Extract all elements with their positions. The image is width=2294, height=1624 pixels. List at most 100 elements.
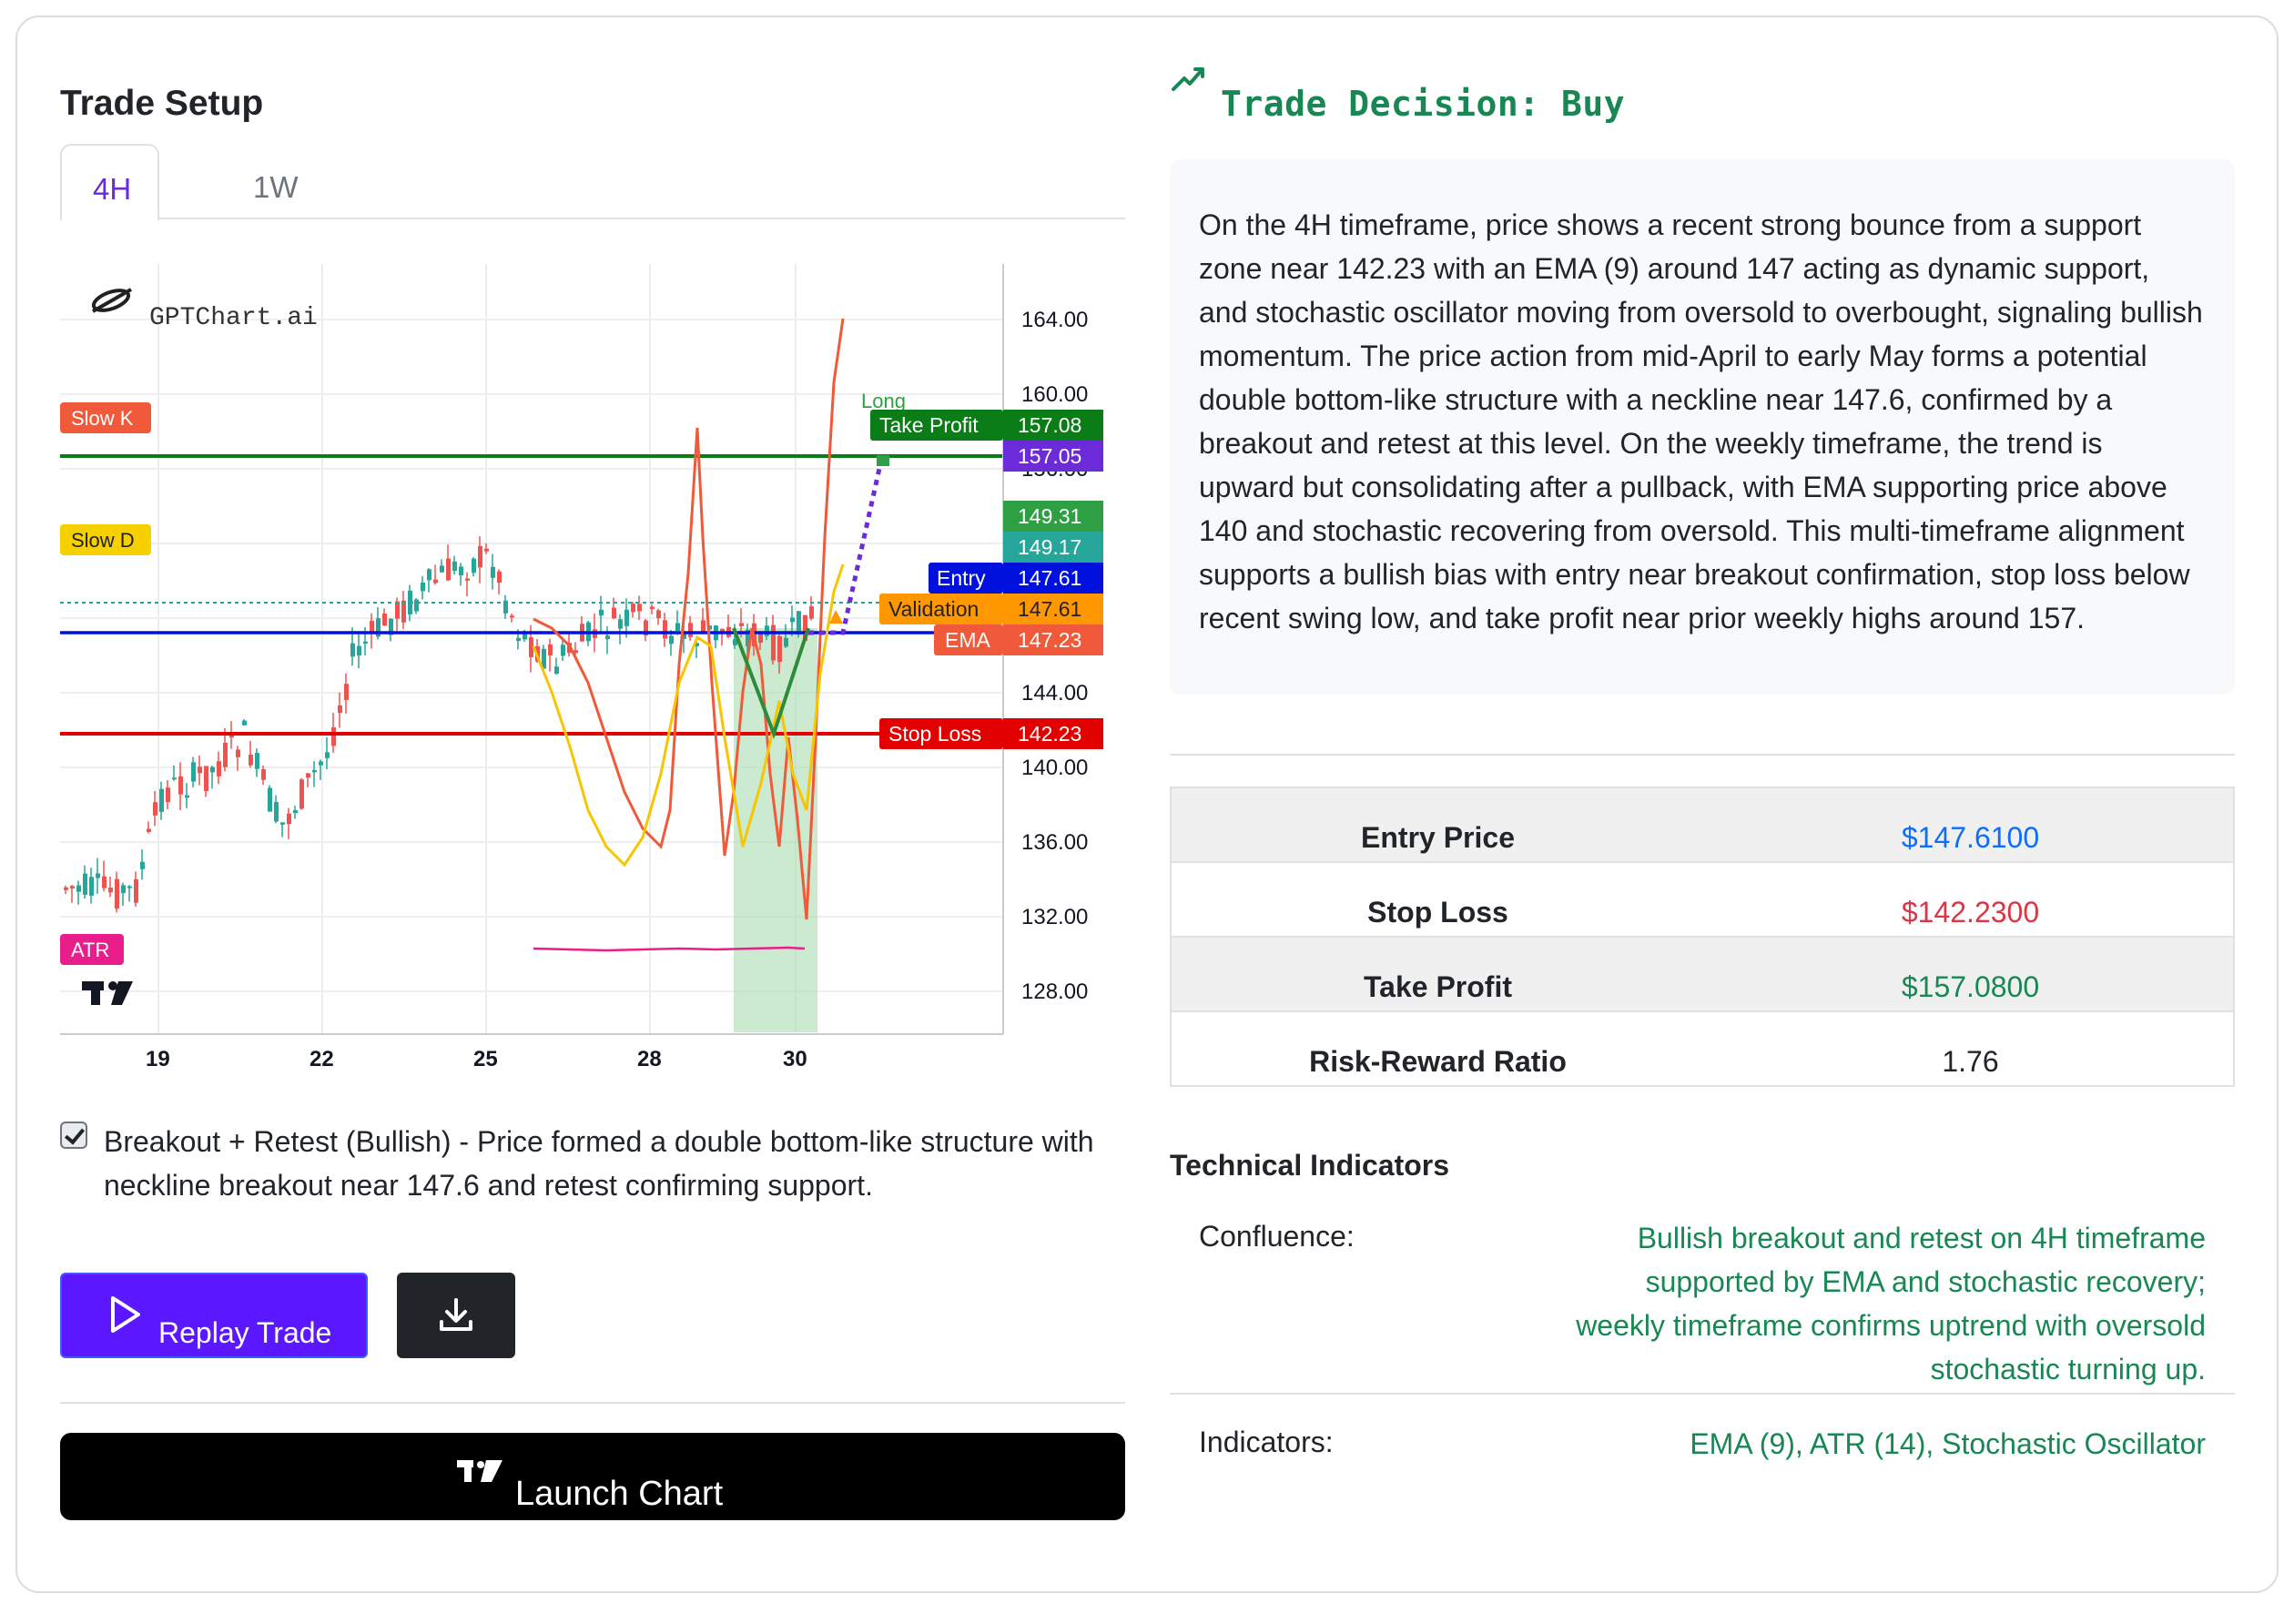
launch-chart-button[interactable]: Launch Chart [60,1433,1125,1520]
tab-4h[interactable]: 4H [60,144,159,221]
long-label: Long [861,390,906,412]
candle-body [758,632,763,644]
indicators-value: EMA (9), ATR (14), Stochastic Oscillator [1690,1427,2206,1460]
ema-price-tag [1003,624,1103,655]
candle-body [574,650,578,654]
take-profit-price-tag [1003,410,1103,441]
candle-body [516,637,521,642]
atr-line [533,946,806,952]
candle-body [401,600,406,623]
candle-body [89,877,94,896]
candle-body [121,885,126,894]
trade-decision: Trade Decision: Buy [1170,64,2235,127]
confluence-label: Confluence: [1199,1220,1355,1253]
candle-body [261,769,266,780]
download-button[interactable] [397,1273,515,1358]
candle-body [478,545,482,568]
candle-body [185,795,189,798]
right-divider [1170,754,2235,756]
candle-body [427,569,431,581]
take-profit-tag-label: Take Profit [879,413,979,437]
entry-price-value: $147.6100 [1901,821,2040,854]
candle-body [618,619,623,629]
close-price-tag [1003,532,1103,563]
candle-body [459,566,463,576]
candle-body [210,766,215,773]
trending-up-icon [1172,67,1204,91]
candle-body [299,779,304,809]
candle-body [637,604,642,612]
candle-body [675,623,680,631]
metric-row-risk-reward: Risk-Reward Ratio 1.76 [1172,1012,2233,1087]
take-profit-price: 157.08 [1018,413,1081,437]
candle-body [669,635,674,645]
tab-1w[interactable]: 1W [253,170,299,204]
candle-body [656,610,661,619]
atr-label: ATR [71,939,109,961]
candle-body [191,762,196,782]
atr-badge [60,934,124,965]
candle-body [83,873,87,895]
candle-body [777,635,782,663]
gptchart-logo-icon [91,288,132,313]
stop-loss-price-tag [1003,718,1103,749]
candle-body [350,643,355,657]
candle-body [312,769,317,773]
target-price: 157.05 [1018,444,1081,468]
candle-body [631,604,635,613]
candle-body [274,801,279,822]
candle-body [803,614,807,641]
candle-body [644,620,648,636]
slow-d-badge [60,524,151,555]
validation-price: 147.61 [1018,597,1081,621]
stop-loss-value: $142.2300 [1901,896,2040,929]
candle-body [382,614,387,626]
x-tick: 30 [783,1047,807,1071]
validation-tag [879,594,1003,624]
slow-k-label: Slow K [71,407,134,430]
risk-reward-value: 1.76 [1942,1045,1999,1078]
candle-body [612,607,616,619]
take-profit-tag [870,410,1003,441]
replay-trade-button[interactable]: Replay Trade [60,1273,368,1358]
slow-k-line [533,318,845,920]
candle-body [306,773,310,778]
candle-body [325,752,330,758]
x-tick: 25 [473,1047,498,1071]
candle-body [70,886,75,888]
candle-body [172,777,177,780]
candle-body [682,632,686,639]
confluence-row: Confluence: Bullish breakout and retest … [1170,1220,2235,1385]
candle-body [797,611,801,635]
candle-body [605,635,610,640]
price-chart[interactable]: 164.00 160.00 156.00 144.00 140.00 136.0… [60,264,1107,1083]
candle-body [624,609,629,626]
slow-d-line [532,563,845,868]
indicators-label: Indicators: [1199,1426,1334,1458]
y-tick: 128.00 [1021,979,1088,1004]
candle-body [389,618,393,635]
metrics-table: Entry Price $147.6100 Stop Loss $142.230… [1170,787,2235,1087]
candle-body [255,753,259,769]
y-tick: 160.00 [1021,382,1088,407]
watermark-text: GPTChart.ai [149,304,318,332]
candle-body [688,623,693,637]
close-price: 149.17 [1018,535,1081,559]
candle-body [395,601,400,619]
tradingview-logo-icon [82,981,133,1005]
candle-body [153,802,157,816]
validation-tag-label: Validation [888,597,979,621]
pattern-checkbox[interactable] [60,1122,87,1149]
candle-body [510,615,514,618]
candle-body [96,873,100,878]
candle-body [344,684,349,700]
ema-tag [934,624,1003,655]
candle-body [809,606,814,619]
candle-body [497,571,502,584]
candle-body [370,621,374,633]
candle-body [452,561,457,572]
metric-row-stop-loss: Stop Loss $142.2300 [1172,863,2233,938]
candle-body [720,628,725,633]
candle-body [363,641,368,645]
metric-label: Entry Price [1361,821,1515,854]
